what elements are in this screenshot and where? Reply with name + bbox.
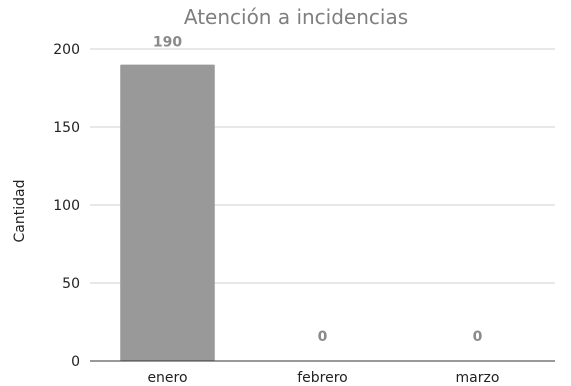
x-tick-label-enero: enero <box>147 370 187 386</box>
y-axis-label: Cantidad <box>12 180 28 243</box>
data-labels: 190 0 0 <box>153 35 483 345</box>
data-label-febrero: 0 <box>318 329 328 345</box>
x-tick-label-marzo: marzo <box>456 370 500 386</box>
x-tick-label-febrero: febrero <box>297 370 348 386</box>
bars <box>120 64 215 361</box>
y-tick-label: 50 <box>62 276 80 292</box>
y-tick-label: 200 <box>53 42 80 58</box>
bar-enero <box>120 64 215 361</box>
chart-title: Atención a incidencias <box>184 5 408 29</box>
x-tick-labels: enero febrero marzo <box>147 370 499 386</box>
y-tick-label: 150 <box>53 120 80 136</box>
y-tick-labels: 0 50 100 150 200 <box>53 42 80 370</box>
y-tick-label: 100 <box>53 198 80 214</box>
data-label-marzo: 0 <box>473 329 483 345</box>
y-tick-label: 0 <box>71 354 80 370</box>
data-label-enero: 190 <box>153 35 182 51</box>
